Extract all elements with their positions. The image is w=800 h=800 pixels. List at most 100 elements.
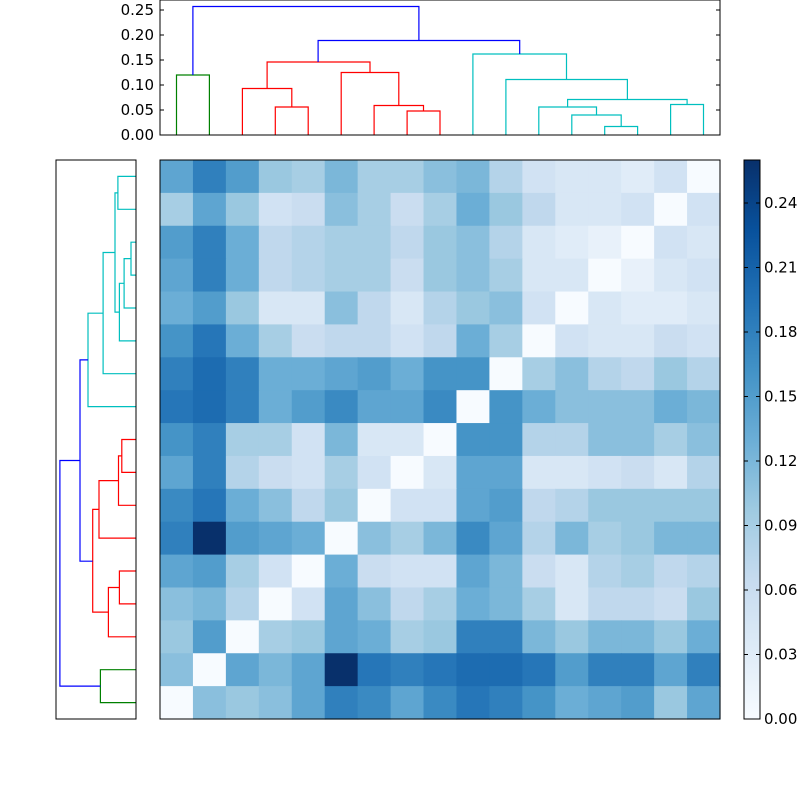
heatmap-cell [258,488,293,523]
heatmap [159,159,721,720]
heatmap-cell [324,554,359,589]
heatmap-cell [225,686,260,720]
heatmap-cell [588,390,622,424]
y-tick-label: 0.20 [121,26,154,44]
heatmap-cell [192,653,227,687]
dendrogram-link [538,106,598,135]
heatmap-cell [588,554,622,589]
heatmap-cell [555,357,589,391]
heatmap-cell [291,160,326,194]
heatmap-cell [687,225,721,260]
heatmap-cell [192,390,227,424]
heatmap-cell [225,324,260,358]
heatmap-cell [456,554,491,589]
heatmap-cell [390,160,425,194]
heatmap-cell [160,160,194,194]
heatmap-cell [160,390,194,424]
heatmap-cell [324,291,359,326]
heatmap-cell [160,291,194,326]
heatmap-cell [160,192,194,227]
heatmap-cell [654,423,688,457]
heatmap-cell [291,192,326,227]
dendrogram-link [406,110,441,135]
heatmap-cell [621,554,655,589]
y-tick-label: 0.00 [121,126,154,144]
heatmap-cell [687,160,721,194]
dendrogram-link [192,5,420,75]
heatmap-cell [687,521,721,556]
heatmap-cell [489,620,523,654]
heatmap-cell [390,258,425,293]
heatmap-cell [160,225,194,260]
heatmap-cell [654,192,688,227]
heatmap-cell [291,554,326,589]
heatmap-cell [423,587,458,621]
colorbar-tick-label: 0.06 [764,581,797,599]
dendrogram-link [175,74,210,135]
heatmap-cell [654,258,688,293]
heatmap-cell [258,455,293,490]
heatmap-cell [423,225,458,260]
heatmap-cell [258,521,293,556]
heatmap-cell [390,686,425,720]
heatmap-cell [456,357,491,391]
heatmap-cell [621,357,655,391]
heatmap-cell [654,324,688,358]
dendrogram-link [118,282,136,342]
heatmap-cell [555,653,589,687]
heatmap-cell [258,291,293,326]
heatmap-cell [654,653,688,687]
heatmap-cell [687,357,721,391]
y-tick-label: 0.15 [121,51,154,69]
heatmap-cell [225,554,260,589]
heatmap-cell [324,686,359,720]
heatmap-cell [687,653,721,687]
heatmap-cell [390,488,425,523]
heatmap-cell [456,390,491,424]
heatmap-cell [489,160,523,194]
heatmap-cell [621,521,655,556]
dendrogram-link [669,103,705,135]
dendrogram-link [117,175,136,210]
heatmap-cell [258,225,293,260]
heatmap-cell [357,225,392,260]
heatmap-cell [423,258,458,293]
heatmap-cell [555,324,589,358]
heatmap-cell [390,225,425,260]
heatmap-cell [687,620,721,654]
heatmap-cell [522,324,556,358]
heatmap-cell [522,160,556,194]
heatmap-cell [225,258,260,293]
heatmap-cell [522,686,556,720]
heatmap-cell [555,225,589,260]
colorbar-tick-label: 0.03 [764,646,797,664]
heatmap-cell [522,423,556,457]
heatmap-cell [654,291,688,326]
heatmap-cell [357,521,392,556]
heatmap-frame [159,159,721,720]
heatmap-cell [192,488,227,523]
heatmap-cell [390,291,425,326]
heatmap-cell [522,620,556,654]
heatmap-cell [489,423,523,457]
heatmap-cell [291,488,326,523]
heatmap-cell [291,357,326,391]
heatmap-cell [225,423,260,457]
heatmap-cell [522,390,556,424]
heatmap-cell [522,455,556,490]
heatmap-cell [588,291,622,326]
heatmap-cell [225,390,260,424]
dendrogram-link [98,480,136,539]
heatmap-cell [555,554,589,589]
heatmap-cell [687,686,721,720]
heatmap-cell [357,620,392,654]
heatmap-cell [258,390,293,424]
heatmap-cell [456,160,491,194]
heatmap-cell [588,160,622,194]
heatmap-cell [588,521,622,556]
heatmap-cell [390,357,425,391]
colorbar-tick-label: 0.18 [764,323,797,341]
heatmap-cell [192,620,227,654]
heatmap-cell [192,324,227,358]
heatmap-cell [225,160,260,194]
